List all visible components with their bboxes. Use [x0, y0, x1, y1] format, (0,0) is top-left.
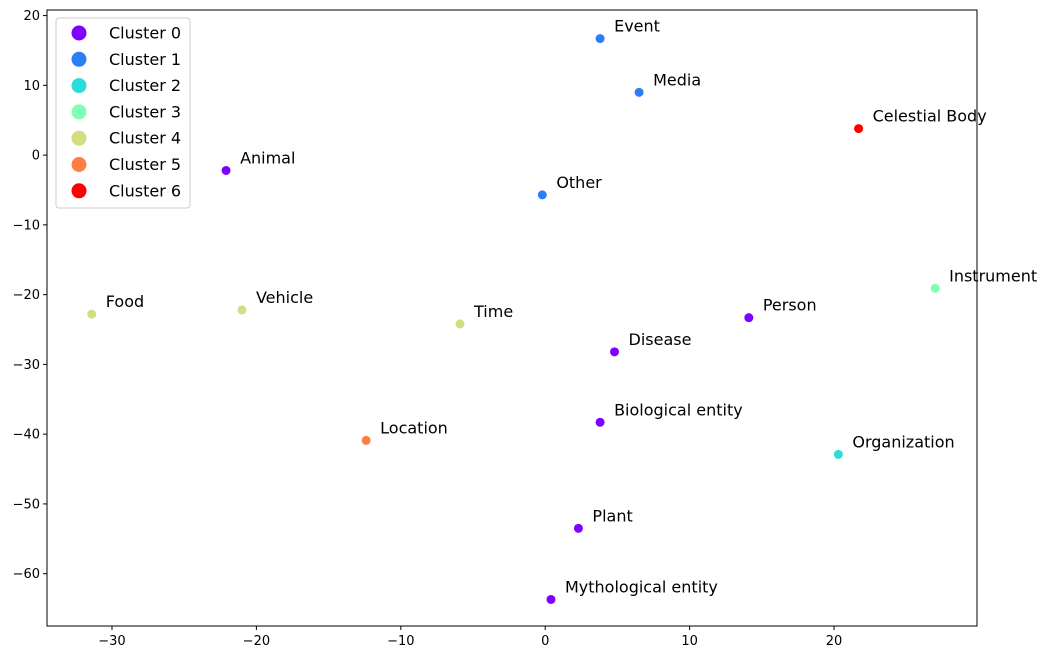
legend-marker — [71, 183, 87, 199]
x-tick-label: 0 — [541, 634, 549, 649]
point-label: Time — [473, 302, 513, 321]
point-location — [361, 435, 371, 445]
plot-frame — [46, 9, 978, 627]
point-label: Media — [653, 70, 701, 89]
point-media — [634, 87, 644, 97]
y-tick-label: −40 — [13, 428, 40, 443]
point-disease — [610, 347, 620, 357]
legend-label: Cluster 4 — [109, 129, 181, 148]
y-tick-label: 20 — [23, 9, 40, 24]
point-label: Vehicle — [256, 288, 313, 307]
point-person — [744, 313, 754, 323]
point-label: Organization — [852, 432, 954, 451]
point-label: Location — [380, 418, 448, 437]
point-label: Person — [763, 296, 817, 315]
y-tick-label: 10 — [23, 79, 40, 94]
legend-marker — [71, 78, 87, 94]
legend-label: Cluster 5 — [109, 155, 181, 174]
point-label: Biological entity — [614, 400, 743, 419]
legend-marker — [71, 51, 87, 67]
point-label: Food — [106, 292, 144, 311]
legend-marker — [71, 130, 87, 146]
legend-label: Cluster 0 — [109, 24, 181, 43]
x-tick-label: −10 — [387, 634, 414, 649]
point-label: Disease — [629, 330, 692, 349]
legend-marker — [71, 104, 87, 120]
point-celestial-body — [854, 124, 864, 134]
point-biological-entity — [595, 417, 605, 427]
point-instrument — [930, 283, 940, 293]
point-event — [595, 34, 605, 44]
legend-marker — [71, 25, 87, 41]
data-points — [87, 34, 940, 604]
point-label: Event — [614, 17, 660, 36]
point-label: Celestial Body — [873, 107, 987, 126]
point-label: Other — [556, 173, 602, 192]
point-animal — [221, 165, 231, 175]
x-axis: −30 −20 −10 0 10 20 — [98, 626, 842, 649]
x-tick-label: 20 — [826, 634, 843, 649]
point-label: Instrument — [949, 266, 1037, 285]
y-tick-label: −10 — [13, 218, 40, 233]
y-axis: 20 10 0 −10 −20 −30 −40 −50 −60 — [13, 9, 47, 582]
point-organization — [833, 449, 843, 459]
point-food — [87, 309, 97, 319]
y-tick-label: −20 — [13, 288, 40, 303]
point-vehicle — [237, 305, 247, 315]
point-label: Animal — [240, 148, 295, 167]
y-tick-label: −30 — [13, 358, 40, 373]
point-mythological-entity — [546, 594, 556, 604]
point-labels: Event Media Celestial Body Animal Other Instr… — [106, 17, 1037, 597]
point-other — [537, 190, 547, 200]
legend-label: Cluster 6 — [109, 181, 181, 200]
legend-label: Cluster 3 — [109, 102, 181, 121]
x-tick-label: 10 — [681, 634, 698, 649]
y-tick-label: −60 — [13, 567, 40, 582]
legend-label: Cluster 1 — [109, 50, 181, 69]
legend-label: Cluster 2 — [109, 76, 181, 95]
point-label: Plant — [592, 506, 632, 525]
point-label: Mythological entity — [565, 577, 718, 596]
legend: Cluster 0 Cluster 1 Cluster 2 Cluster 3 Clus… — [55, 17, 191, 209]
x-tick-label: −30 — [98, 634, 125, 649]
legend-marker — [71, 157, 87, 172]
y-tick-label: 0 — [32, 149, 40, 164]
legend-box — [55, 17, 191, 209]
point-time — [455, 319, 465, 329]
point-plant — [573, 523, 583, 533]
y-tick-label: −50 — [13, 497, 40, 512]
x-tick-label: −20 — [243, 634, 270, 649]
